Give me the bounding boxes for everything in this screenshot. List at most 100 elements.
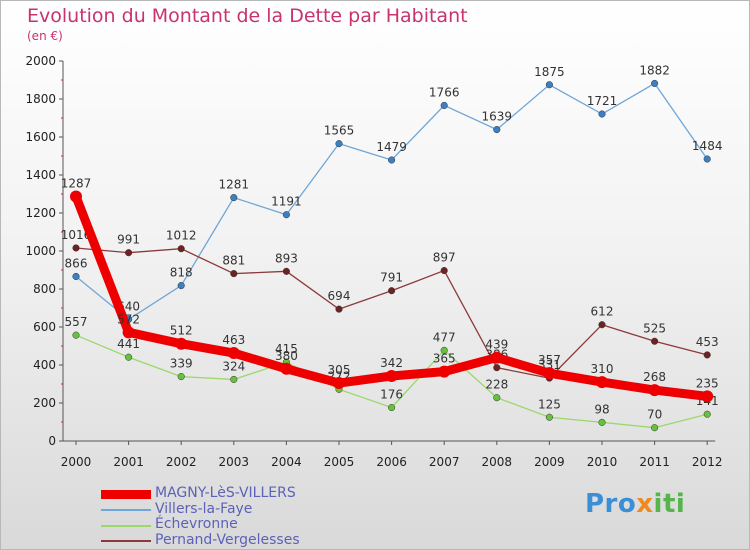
x-tick-label: 2011 [639,455,670,469]
data-point [545,81,553,89]
y-tick-label: 2000 [25,54,56,68]
x-tick-label: 2001 [113,455,144,469]
data-label: 897 [433,251,456,265]
data-label: 557 [65,315,88,329]
legend-swatch [101,490,151,500]
data-label: 380 [275,349,298,363]
y-tick-label: 1600 [25,130,56,144]
data-point [385,370,398,383]
data-label: 98 [594,402,609,416]
legend-label: Échevronne [155,516,238,532]
chart-subtitle: (en €) [27,29,63,43]
series-villers-la-faye: 8666408181281119115651479176616391875172… [65,63,722,323]
y-tick-label: 1400 [25,168,56,182]
x-tick-label: 2008 [482,455,513,469]
data-label: 305 [328,363,351,377]
data-point [703,155,711,163]
data-point [177,373,185,381]
data-label: 339 [170,357,193,371]
data-label: 415 [275,342,298,356]
data-point [493,394,501,402]
y-tick-label: 0 [48,434,56,448]
data-label: 1012 [166,229,197,243]
data-label: 791 [380,271,403,285]
y-tick-label: 200 [33,396,56,410]
data-label: 866 [65,256,88,270]
data-point [598,110,606,118]
data-point [440,346,448,354]
data-point [230,194,238,202]
data-point [440,101,448,110]
data-point [177,282,185,290]
data-label: 1016 [61,228,92,242]
data-label: 228 [485,378,508,392]
data-point [388,287,396,295]
legend-swatch [101,524,151,527]
data-label: 125 [538,397,561,411]
data-point [280,362,293,375]
data-point [333,377,345,390]
data-label: 991 [117,233,140,247]
y-tick-label: 1000 [25,244,56,258]
data-point [703,410,711,418]
legend-label: Villers-la-Faye [155,500,253,517]
data-label: 893 [275,251,298,265]
data-label: 1479 [376,140,407,154]
data-label: 1191 [271,195,302,209]
data-point [543,367,556,380]
data-point [388,156,396,164]
data-label: 324 [222,359,245,373]
x-tick-label: 2005 [324,455,355,469]
x-tick-label: 2010 [587,455,618,469]
data-label: 612 [591,305,614,319]
data-point [227,347,240,360]
y-tick-label: 400 [33,358,56,372]
data-point [125,353,133,361]
data-label: 694 [328,289,351,303]
data-point [701,390,714,403]
data-label: 357 [538,353,561,367]
data-point [230,375,238,383]
x-tick-label: 2004 [271,455,302,469]
data-label: 572 [117,312,140,326]
data-point [651,337,659,345]
data-label: 453 [696,335,719,349]
x-tick-label: 2003 [219,455,250,469]
data-point [493,126,501,134]
data-label: 1721 [587,94,618,108]
data-label: 1287 [61,176,92,190]
data-point [335,140,343,148]
data-label: 1281 [219,178,250,192]
data-point [335,305,343,313]
legend-swatch [101,509,151,512]
data-label: 818 [170,266,193,280]
data-label: 441 [117,337,140,351]
data-point [122,326,135,339]
data-point [177,245,185,253]
data-point [72,272,80,281]
series-pernand-vergelesses: 1016991101288189369479189738633161252545… [61,228,719,382]
data-label: 439 [485,338,508,352]
data-point [388,404,396,412]
data-point [282,211,290,219]
data-point [651,424,659,432]
data-point [70,190,82,203]
data-point [596,376,608,389]
data-point [125,249,133,257]
data-label: 463 [222,333,245,347]
data-point [230,270,238,278]
x-tick-label: 2009 [534,455,565,469]
data-point [598,321,606,329]
series-magny-l-s-villers: 1287 572 512 463 380 305 342 365 439 357 310 268 235 [61,176,719,403]
data-label: 1875 [534,65,565,79]
data-label: 176 [380,388,403,402]
data-label: 1639 [482,110,513,124]
legend-swatch [101,540,151,543]
data-point [490,351,503,364]
data-label: 365 [433,352,456,366]
x-tick-label: 2002 [166,455,197,469]
data-label: 235 [696,376,719,390]
x-tick-label: 2000 [61,455,92,469]
